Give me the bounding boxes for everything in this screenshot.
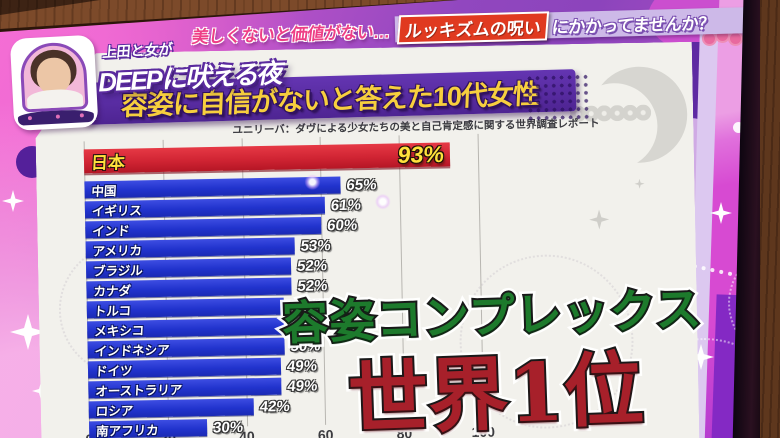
bar-value: 53% (299, 236, 332, 255)
bar-label: 日本 (90, 153, 126, 173)
bar-value: 52% (296, 256, 328, 275)
bar-label: ロシア (95, 403, 134, 419)
ticker-text-left: 美しくないと価値がない… (190, 21, 391, 47)
chart-row: 日本 93% (84, 142, 478, 174)
dot-decor (733, 122, 744, 133)
avatar-frame (9, 34, 99, 131)
bar-label: 中国 (91, 183, 117, 199)
avatar-photo (19, 41, 89, 113)
bar (84, 176, 340, 198)
ticker-text-right: にかかってませんか？ (550, 13, 716, 37)
bar-label: オーストラリア (94, 382, 183, 399)
bar-label: 南アフリカ (95, 423, 159, 438)
bar-value: 30% (212, 418, 245, 436)
bar-label: ブラジル (92, 263, 144, 279)
sparkle-icon (589, 209, 609, 229)
bar-value: 61% (330, 196, 363, 214)
bar-value: 93% (397, 140, 446, 168)
bar-value: 60% (326, 216, 359, 234)
bar-value: 49% (286, 356, 318, 375)
bar-label: トルコ (93, 303, 132, 319)
avatar-shirt (26, 88, 84, 112)
overlay-line2-fill: 世界1位 (346, 341, 646, 438)
bar-value: 65% (345, 175, 378, 194)
sparkle-icon (634, 179, 644, 189)
bar-label: インド (91, 223, 131, 239)
bar-value: 42% (259, 397, 292, 416)
bar-value: 49% (286, 376, 319, 395)
ticker-highlight-box: ルッキズムの呪い (396, 10, 550, 44)
bar-label: イギリス (91, 203, 143, 219)
sparkle-icon (2, 190, 24, 212)
bar-label: インドネシア (94, 342, 170, 359)
bar-label: アメリカ (92, 243, 143, 259)
bar-label: ドイツ (94, 363, 133, 379)
bar-label: メキシコ (93, 323, 145, 339)
bar-label: カナダ (93, 283, 132, 299)
overlay-line2: 世界1位 世界1位 世界1位 (342, 325, 650, 438)
wall-wood-right (760, 0, 780, 438)
